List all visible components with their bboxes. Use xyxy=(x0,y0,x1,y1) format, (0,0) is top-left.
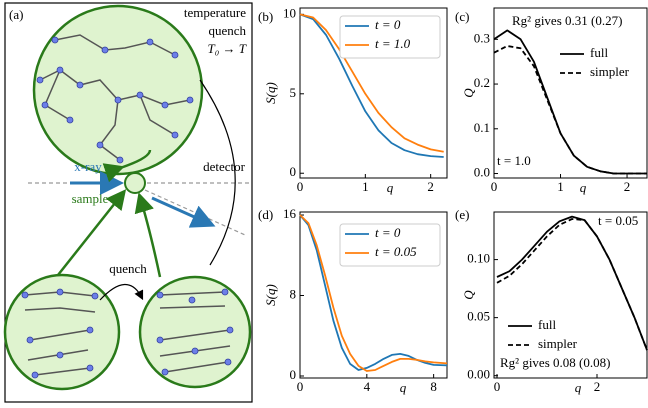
y-tick-label: 0 xyxy=(290,367,297,382)
arrow xyxy=(102,149,152,183)
xray-label: x-ray xyxy=(74,159,102,174)
legend-label: t = 0 xyxy=(375,17,401,32)
y-axis-label: Q xyxy=(461,290,476,300)
arrow xyxy=(57,189,127,276)
arrow xyxy=(134,192,162,278)
y-tick-label: 8 xyxy=(290,286,297,301)
x-axis-label: q xyxy=(400,380,407,395)
series-line xyxy=(299,214,448,372)
y-tick-label: 0.05 xyxy=(467,309,490,324)
legend-label: t = 0 xyxy=(375,225,401,240)
x-tick-label: 8 xyxy=(430,379,437,394)
y-tick-label: 0.00 xyxy=(467,367,490,382)
series-line xyxy=(496,215,648,351)
monomers xyxy=(21,36,234,379)
y-tick-label: 0.3 xyxy=(474,30,490,45)
x-axis-label: q xyxy=(575,380,582,395)
quench-text: quench xyxy=(208,23,246,38)
x-tick-label: 2 xyxy=(594,379,601,394)
legend-label: simpler xyxy=(538,336,578,351)
quench-label: quench xyxy=(109,261,147,276)
panel-label: (b) xyxy=(258,9,273,24)
x-tick-label: 0 xyxy=(494,379,501,394)
y-tick-label: 10 xyxy=(283,5,296,20)
panel-label: (e) xyxy=(455,207,469,222)
y-tick-label: 0.0 xyxy=(474,165,490,180)
panel-label: (a) xyxy=(9,7,23,22)
y-axis-label: S(q) xyxy=(263,284,278,306)
x-tick-label: 2 xyxy=(427,179,434,194)
x-tick-label: 4 xyxy=(364,379,371,394)
plot-frame xyxy=(493,211,648,379)
annotation: t = 1.0 xyxy=(497,153,531,168)
scatter-arrow xyxy=(151,196,216,228)
x-tick-label: 1 xyxy=(362,179,369,194)
arrow xyxy=(99,283,144,301)
y-axis-label: Q xyxy=(461,88,476,98)
x-tick-label: 0 xyxy=(297,379,304,394)
plot-frame xyxy=(299,211,448,379)
gel-circle xyxy=(138,275,252,389)
y-tick-label: 16 xyxy=(283,206,297,221)
x-tick-label: 2 xyxy=(624,179,631,194)
detector-label: detector xyxy=(203,159,246,174)
x-tick-label: 1 xyxy=(557,179,564,194)
scatter-line xyxy=(144,189,246,236)
panel-label: (c) xyxy=(455,9,469,24)
legend-label: t = 1.0 xyxy=(375,36,411,51)
series-line xyxy=(493,45,647,175)
sample-circle xyxy=(124,172,146,194)
legend-label: simpler xyxy=(590,64,630,79)
annotation: t = 0.05 xyxy=(598,213,638,228)
x-tick-label: 0 xyxy=(491,179,498,194)
quench-text: temperature xyxy=(184,5,246,20)
annotation: Rg² gives 0.31 (0.27) xyxy=(512,13,622,28)
quench-text: T₀ → T xyxy=(208,41,247,56)
y-tick-label: 0.1 xyxy=(474,120,490,135)
legend-label: t = 0.05 xyxy=(375,244,417,259)
y-tick-label: 0.2 xyxy=(474,75,490,90)
y-tick-label: 5 xyxy=(290,85,297,100)
series-line xyxy=(299,13,444,158)
plot-frame xyxy=(493,7,648,179)
x-tick-label: 0 xyxy=(297,179,304,194)
y-tick-label: 0 xyxy=(290,164,297,179)
sample-label: sample xyxy=(72,191,109,206)
x-axis-label: q xyxy=(580,180,587,195)
panel-frame xyxy=(4,2,253,403)
x-axis-label: q xyxy=(387,180,394,195)
series-line xyxy=(299,13,444,153)
y-tick-label: 0.10 xyxy=(467,251,490,266)
melt-circle xyxy=(32,4,204,176)
panel-a: (a) temperature quench T₀ → T xyxy=(3,2,253,403)
gel-circle xyxy=(3,273,121,391)
annotation: Rg² gives 0.08 (0.08) xyxy=(500,355,610,370)
legend-label: full xyxy=(538,317,556,332)
panel-label: (d) xyxy=(258,207,273,222)
plot-frame xyxy=(299,7,448,179)
legend-label: full xyxy=(590,45,608,60)
y-axis-label: S(q) xyxy=(263,82,278,104)
detector-arc xyxy=(199,79,236,266)
series-line xyxy=(496,218,648,351)
